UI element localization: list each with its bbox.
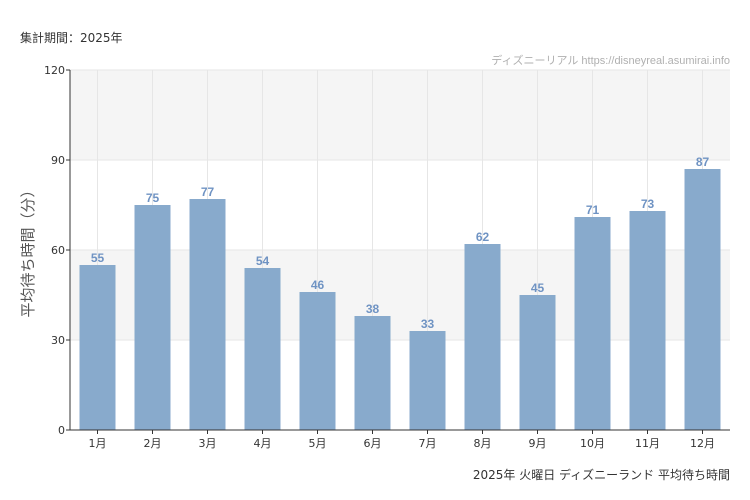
data-label: 54 — [256, 254, 270, 268]
bar-12月 — [684, 169, 721, 430]
bars — [79, 169, 721, 430]
x-tick-label: 5月 — [309, 437, 327, 450]
bar-10月 — [574, 217, 611, 430]
band-90 — [70, 70, 730, 160]
bar-3月 — [189, 199, 226, 430]
x-tick-label: 11月 — [635, 437, 660, 450]
data-label: 77 — [201, 185, 215, 199]
bar-2月 — [134, 205, 171, 430]
data-label: 45 — [531, 281, 545, 295]
x-tick-label: 2月 — [144, 437, 162, 450]
chart-caption: 2025年 火曜日 ディズニーランド 平均待ち時間 — [472, 468, 730, 482]
data-label: 62 — [476, 230, 490, 244]
x-tick-label: 1月 — [89, 437, 107, 450]
bar-8月 — [464, 244, 501, 430]
y-tick-label: 0 — [58, 424, 65, 437]
x-tick-label: 7月 — [419, 437, 437, 450]
y-tick-label: 120 — [44, 64, 65, 77]
data-label: 55 — [91, 251, 105, 265]
x-tick-label: 6月 — [364, 437, 382, 450]
bar-5月 — [299, 292, 336, 430]
band-30 — [70, 250, 730, 340]
data-label: 71 — [586, 203, 600, 217]
period-label: 集計期間：2025年 — [20, 31, 123, 45]
y-tick-label: 90 — [51, 154, 65, 167]
y-axis-label: 平均待ち時間（分） — [19, 182, 37, 317]
bar-9月 — [519, 295, 556, 430]
data-labels: 55 75 77 54 46 38 33 62 45 71 73 87 — [91, 155, 710, 331]
bar-6月 — [354, 316, 391, 430]
x-tick-label: 10月 — [580, 437, 605, 450]
x-tick-label: 8月 — [474, 437, 492, 450]
x-tick-labels: 1月 2月 3月 4月 5月 6月 7月 8月 9月 10月 11月 12月 — [89, 437, 716, 450]
source-credit: ディズニーリアル https://disneyreal.asumirai.inf… — [491, 55, 730, 67]
data-label: 38 — [366, 302, 380, 316]
y-tick-labels: 0 30 60 90 120 — [44, 64, 65, 437]
bar-7月 — [409, 331, 446, 430]
data-label: 46 — [311, 278, 325, 292]
x-tick-label: 9月 — [529, 437, 547, 450]
x-tick-label: 12月 — [690, 437, 715, 450]
bar-1月 — [79, 265, 116, 430]
data-label: 33 — [421, 317, 435, 331]
y-tick-label: 30 — [51, 334, 65, 347]
data-label: 87 — [696, 155, 710, 169]
axes — [66, 69, 730, 434]
x-tick-label: 3月 — [199, 437, 217, 450]
data-label: 75 — [146, 191, 160, 205]
bar-4月 — [244, 268, 281, 430]
y-tick-label: 60 — [51, 244, 65, 257]
bar-11月 — [629, 211, 666, 430]
background-bands — [70, 70, 730, 340]
data-label: 73 — [641, 197, 655, 211]
x-tick-label: 4月 — [254, 437, 272, 450]
